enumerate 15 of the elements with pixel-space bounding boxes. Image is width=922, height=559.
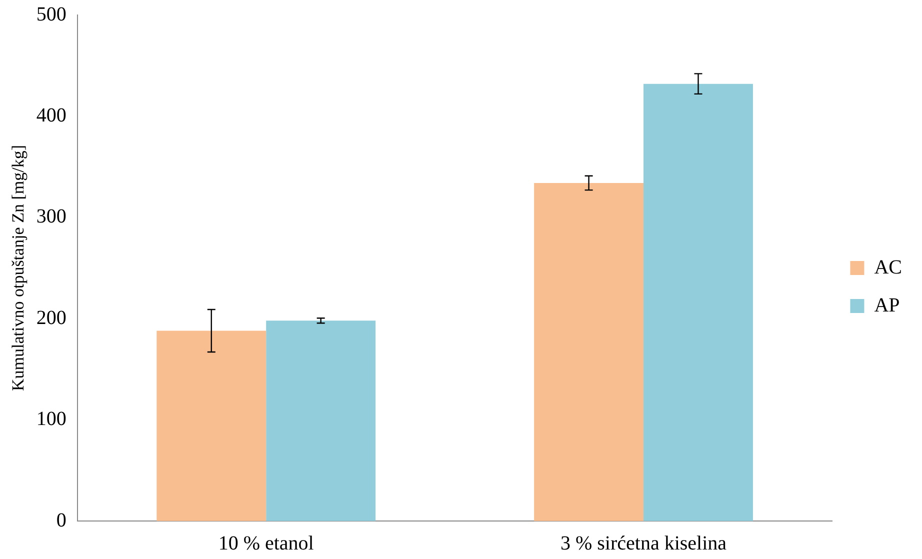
y-axis-title: Kumulativno otpuštanje Zn [mg/kg] [8,145,28,391]
x-tick-label: 10 % etanol [218,532,314,554]
y-tick-label: 400 [36,104,66,126]
bar [156,330,266,521]
y-tick-label: 500 [36,3,66,26]
bar [644,84,753,521]
y-tick-label: 200 [36,306,66,329]
x-tick-label: 3 % sirćetna kiselina [560,532,727,554]
bar [534,182,644,521]
legend-label: AC [874,256,902,278]
legend-label: AP [874,294,900,316]
bar [266,320,376,521]
y-tick-label: 0 [56,509,66,532]
y-tick-label: 300 [36,206,66,228]
y-tick-label: 100 [36,408,66,430]
